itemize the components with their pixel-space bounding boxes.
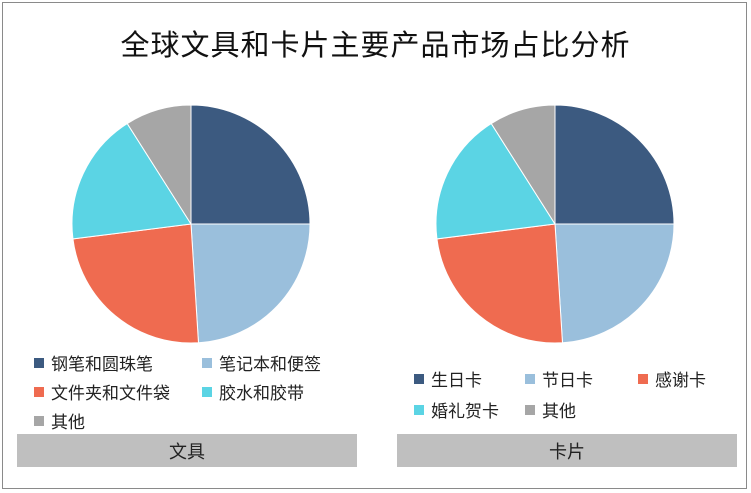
legend-label: 婚礼贺卡 xyxy=(431,402,499,422)
category-bar-stationery: 文具 xyxy=(17,434,357,467)
page-title: 全球文具和卡片主要产品市场占比分析 xyxy=(120,28,631,62)
legend-label: 笔记本和便签 xyxy=(219,355,321,375)
legend-label: 感谢卡 xyxy=(655,371,706,391)
legend-label: 其他 xyxy=(542,402,576,422)
legend-item: 感谢卡 xyxy=(638,366,706,391)
legend-label: 其他 xyxy=(51,413,85,433)
legend-item: 生日卡 xyxy=(414,366,482,391)
legend-swatch xyxy=(34,415,44,426)
pie-slice-3 xyxy=(436,223,564,344)
category-bar-cards: 卡片 xyxy=(397,434,737,467)
pie-slice-4 xyxy=(435,122,556,240)
legend-swatch xyxy=(202,386,212,397)
legend-item: 节日卡 xyxy=(525,366,593,391)
pie-slice-2 xyxy=(554,223,675,344)
pie-slice-4 xyxy=(71,122,192,240)
legend-label: 生日卡 xyxy=(431,371,482,391)
legend-label: 钢笔和圆珠笔 xyxy=(51,355,153,375)
legend-swatch xyxy=(525,373,535,384)
legend-label: 文件夹和文件袋 xyxy=(51,384,170,404)
pie-slice-1 xyxy=(190,104,311,225)
legend-swatch xyxy=(414,373,424,384)
legend-swatch xyxy=(34,357,44,368)
legend-item: 婚礼贺卡 xyxy=(414,397,499,422)
legend-swatch xyxy=(202,357,212,368)
pie-slice-5 xyxy=(490,104,556,226)
legend-swatch xyxy=(34,386,44,397)
pie-slice-5 xyxy=(126,104,192,226)
legend-item: 笔记本和便签 xyxy=(202,350,321,375)
legend-item: 其他 xyxy=(34,408,85,433)
pie-slice-3 xyxy=(72,223,200,344)
legend-item: 钢笔和圆珠笔 xyxy=(34,350,153,375)
legend-item: 胶水和胶带 xyxy=(202,379,304,404)
legend-item: 其他 xyxy=(525,397,576,422)
legend-label: 胶水和胶带 xyxy=(219,384,304,404)
pie-chart-stationery xyxy=(71,104,311,344)
pie-chart-cards xyxy=(435,104,675,344)
legend-swatch xyxy=(638,373,648,384)
legend-swatch xyxy=(525,404,535,415)
pie-slice-1 xyxy=(554,104,675,225)
legend-item: 文件夹和文件袋 xyxy=(34,379,170,404)
legend-swatch xyxy=(414,404,424,415)
legend-label: 节日卡 xyxy=(542,371,593,391)
pie-slice-2 xyxy=(190,223,311,344)
